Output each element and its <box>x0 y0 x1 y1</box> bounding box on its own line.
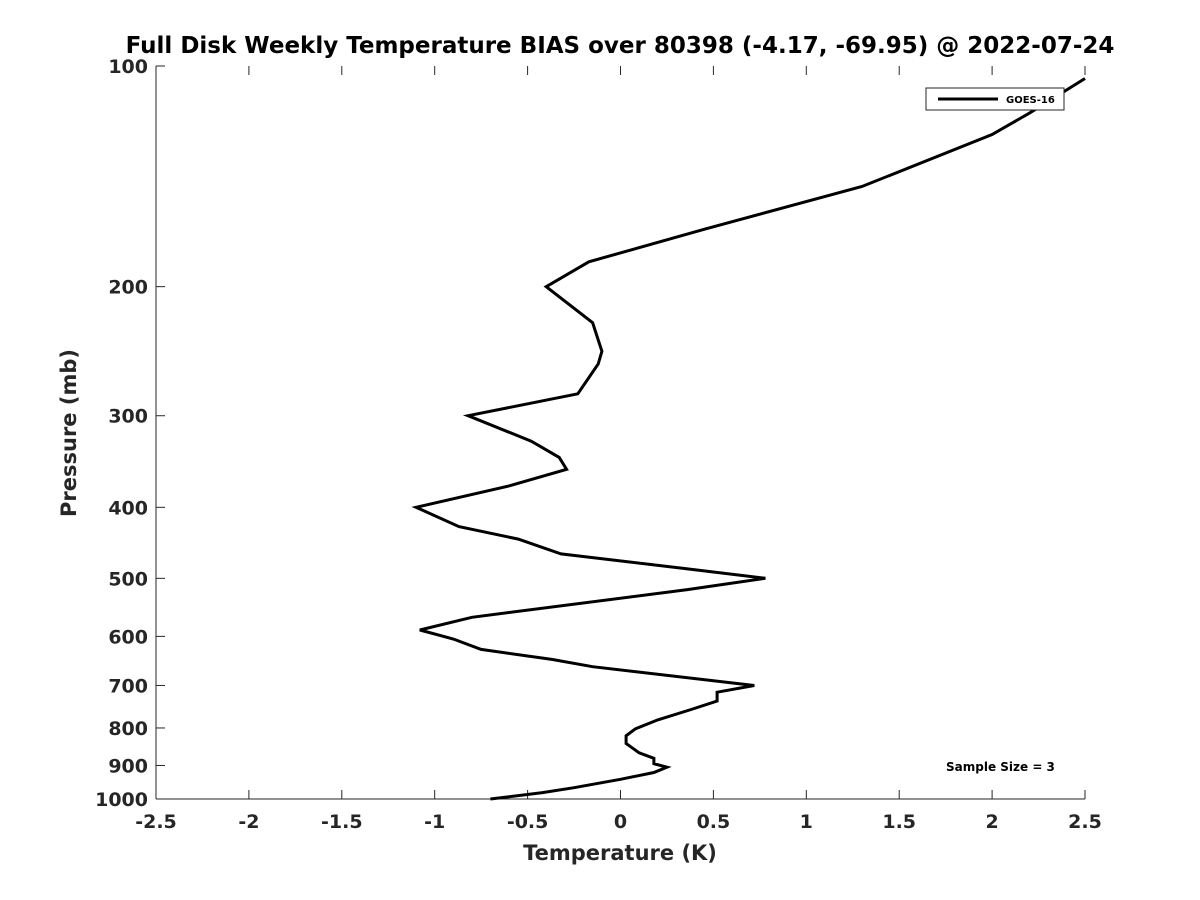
y-tick-label: 100 <box>108 56 148 78</box>
x-tick-label: 0 <box>614 811 627 833</box>
x-tick-label: -1.5 <box>321 811 363 833</box>
legend-entry-goes-16: GOES-16 <box>1006 95 1055 106</box>
x-tick-label: 1 <box>800 811 813 833</box>
x-tick-label: -2.5 <box>135 811 177 833</box>
x-tick-label: -1 <box>424 811 445 833</box>
x-tick-label: -0.5 <box>507 811 549 833</box>
sample-size-annotation: Sample Size = 3 <box>946 760 1055 774</box>
series-group <box>411 77 1086 801</box>
x-tick-label: 0.5 <box>697 811 731 833</box>
chart-title: Full Disk Weekly Temperature BIAS over 8… <box>126 33 1115 59</box>
x-tick-label: 2 <box>985 811 998 833</box>
y-tick-label: 600 <box>108 626 148 648</box>
y-tick-label: 200 <box>108 277 148 299</box>
y-tick-label: 400 <box>108 497 148 519</box>
legend[interactable]: GOES-16 <box>925 87 1065 111</box>
series-line-goes-16 <box>411 77 1086 801</box>
x-tick-label: -2 <box>238 811 259 833</box>
y-tick-label: 800 <box>108 718 148 740</box>
x-tick-label: 2.5 <box>1068 811 1102 833</box>
y-axis-ticks: 100 200 300 400 500 600 700 800 900 1000 <box>95 56 165 811</box>
x-axis-label: Temperature (K) <box>523 841 717 865</box>
y-tick-label: 1000 <box>95 789 148 811</box>
y-tick-label: 300 <box>108 406 148 428</box>
y-axis-label: Pressure (mb) <box>57 349 81 517</box>
y-tick-label: 500 <box>108 568 148 590</box>
x-axis-ticks: -2.5 -2 -1.5 -1 -0.5 0 0.5 1 1.5 2 2.5 <box>135 66 1102 833</box>
x-tick-label: 1.5 <box>882 811 916 833</box>
y-tick-label: 900 <box>108 755 148 777</box>
y-tick-label: 700 <box>108 675 148 697</box>
